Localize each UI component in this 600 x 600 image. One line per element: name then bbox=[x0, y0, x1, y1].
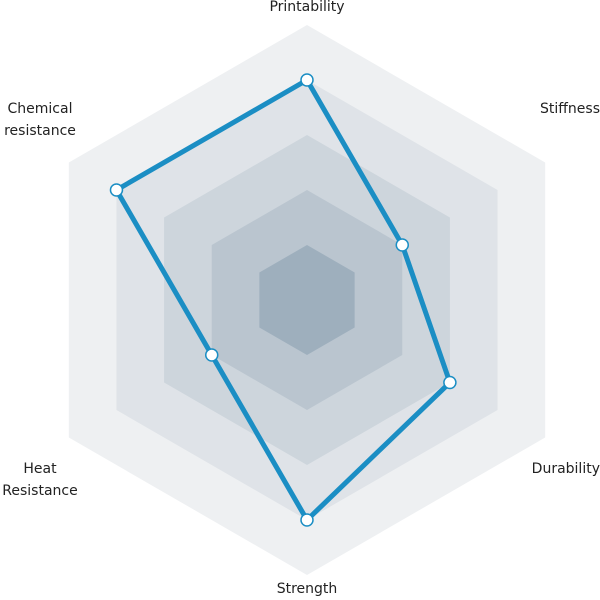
data-point bbox=[300, 513, 314, 527]
axis-label: Durability bbox=[531, 461, 600, 477]
data-point bbox=[300, 73, 314, 87]
data-point bbox=[109, 183, 124, 197]
data-point bbox=[443, 375, 457, 390]
grid-ring bbox=[259, 245, 355, 355]
axis-label: Printability bbox=[269, 0, 345, 15]
axis-label: Strength bbox=[276, 581, 338, 597]
axis-label: Stiffness bbox=[540, 101, 600, 117]
data-point bbox=[395, 238, 410, 252]
axis-label: Chemical resistance bbox=[4, 101, 76, 139]
data-point bbox=[204, 348, 219, 362]
axis-label: Heat Resistance bbox=[2, 461, 78, 499]
